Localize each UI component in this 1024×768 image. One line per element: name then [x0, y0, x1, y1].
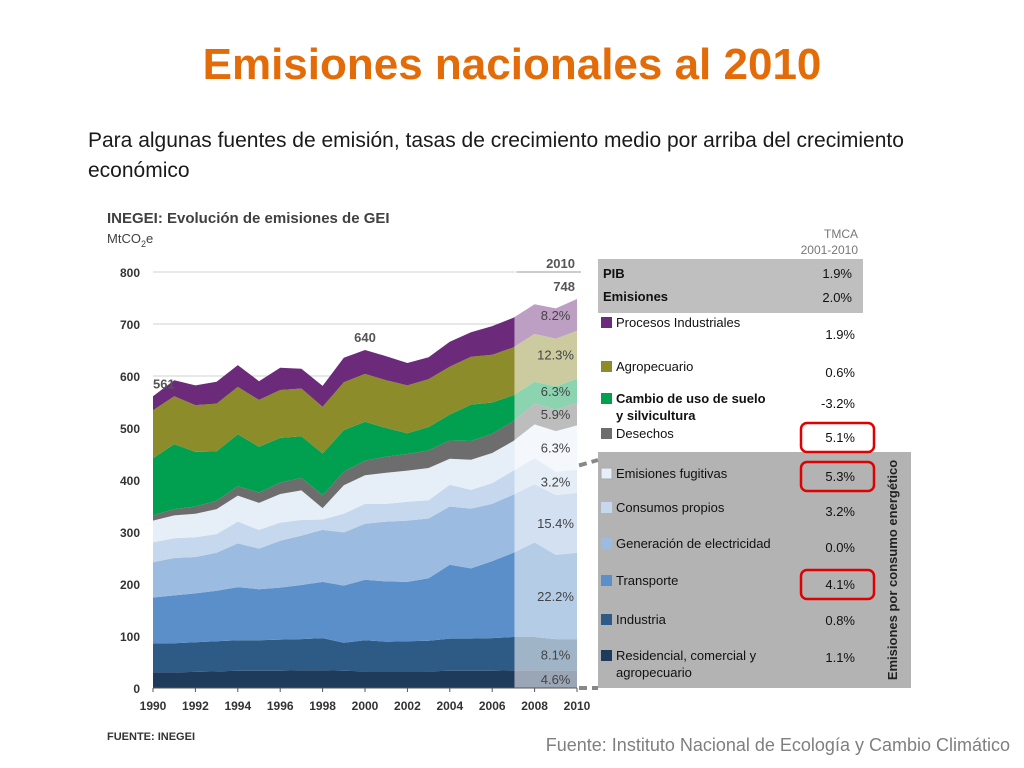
tmca-period: 2001-2010: [801, 243, 859, 257]
x-tick-label: 2000: [352, 699, 379, 713]
x-tick-label: 2010: [564, 699, 591, 713]
area-series-7: [153, 378, 577, 516]
legend-label-7: Transporte: [616, 573, 678, 588]
share-label-5: 6.3%: [541, 441, 571, 456]
area-series-5: [153, 424, 577, 543]
y-tick-label: 0: [133, 682, 140, 696]
share-label-6: 5.9%: [541, 407, 571, 422]
legend-label-6: Generación de electricidad: [616, 536, 771, 551]
x-tick-label: 2006: [479, 699, 506, 713]
legend-label-3: Desechos: [616, 426, 674, 441]
total-label-1: 640: [354, 330, 376, 345]
legend-value-8: 0.8%: [825, 613, 855, 628]
connector-top: [578, 458, 599, 468]
year-2010-label: 2010: [546, 256, 575, 271]
share-label-9: 8.2%: [541, 308, 571, 323]
slide-title: Emisiones nacionales al 2010: [202, 40, 822, 89]
y-tick-label: 800: [120, 266, 140, 280]
legend-swatch-7: [601, 575, 612, 586]
slide-source: Fuente: Instituto Nacional de Ecología y…: [545, 735, 1010, 755]
x-tick-label: 1990: [140, 699, 167, 713]
y-tick-label: 700: [120, 318, 140, 332]
legend-value-7: 4.1%: [825, 577, 855, 592]
legend-swatch-8: [601, 614, 612, 625]
area-series-2: [153, 542, 577, 644]
chart-title: INEGEI: Evolución de emisiones de GEI: [107, 210, 390, 227]
legend-value-4: 5.3%: [825, 469, 855, 484]
area-series-9: [153, 299, 577, 411]
highlight-box-3: [799, 421, 876, 454]
x-tick-label: 1992: [182, 699, 209, 713]
legend-swatch-4: [600, 467, 613, 480]
x-tick-label: 2002: [394, 699, 421, 713]
legend-label-0: Procesos Industriales: [616, 315, 741, 330]
legend-value-6: 0.0%: [825, 540, 855, 555]
x-tick-label: 1994: [224, 699, 251, 713]
share-label-3: 15.4%: [537, 516, 574, 531]
share-label-4: 3.2%: [541, 474, 571, 489]
area-series-3: [153, 484, 577, 598]
highlight-box-4: [799, 460, 876, 493]
pib-value: 1.9%: [822, 266, 852, 281]
legend-label-4: Emisiones fugitivas: [616, 466, 728, 481]
share-label-8: 12.3%: [537, 348, 574, 363]
x-tick-label: 2008: [521, 699, 548, 713]
emisiones-value: 2.0%: [822, 290, 852, 305]
legend-value-5: 3.2%: [825, 504, 855, 519]
legend-label-2: Cambio de uso de suelo y silvicultura: [616, 391, 766, 423]
y-tick-label: 200: [120, 578, 140, 592]
y-tick-label: 400: [120, 474, 140, 488]
legend-swatch-2: [601, 393, 612, 404]
energy-group-label: Emisiones por consumo energético: [885, 460, 900, 680]
area-series-8: [153, 330, 577, 459]
pib-label: PIB: [603, 266, 625, 281]
legend-label-8: Industria: [616, 612, 667, 627]
legend-swatch-5: [601, 502, 612, 513]
legend-value-0: 1.9%: [825, 327, 855, 342]
legend-swatch-1: [601, 361, 612, 372]
chart-unit: MtCO2e: [107, 231, 153, 249]
area-series-6: [153, 403, 577, 521]
legend-swatch-3: [601, 428, 612, 439]
legend-label-5: Consumos propios: [616, 500, 725, 515]
legend-value-2: -3.2%: [821, 396, 855, 411]
share-label-7: 6.3%: [541, 384, 571, 399]
legend-swatch-6: [601, 538, 612, 549]
area-series-1: [153, 637, 577, 673]
total-label-2: 748: [553, 279, 575, 294]
y-tick-label: 300: [120, 526, 140, 540]
legend-value-9: 1.1%: [825, 650, 855, 665]
x-tick-label: 1996: [267, 699, 294, 713]
x-tick-label: 2004: [436, 699, 463, 713]
total-label-0: 561: [153, 376, 175, 391]
y-tick-label: 500: [120, 422, 140, 436]
pib-box: [598, 259, 863, 313]
tmca-header: TMCA: [824, 227, 858, 241]
share-label-0: 4.6%: [541, 672, 571, 687]
legend-swatch-9: [601, 650, 612, 661]
highlight-box-7: [799, 568, 876, 601]
highlight-band: [514, 268, 577, 688]
area-series-0: [153, 670, 577, 688]
legend-value-3: 5.1%: [825, 430, 855, 445]
legend-label-1: Agropecuario: [616, 359, 693, 374]
legend-value-1: 0.6%: [825, 365, 855, 380]
slide-subtitle: Para algunas fuentes de emisión, tasas d…: [88, 129, 904, 182]
y-tick-label: 100: [120, 630, 140, 644]
legend-swatch-0: [601, 317, 612, 328]
x-tick-label: 1998: [309, 699, 336, 713]
y-tick-label: 600: [120, 370, 140, 384]
area-series-4: [153, 458, 577, 563]
emisiones-label: Emisiones: [603, 289, 668, 304]
chart-source: FUENTE: INEGEI: [107, 731, 195, 743]
legend-label-9: Residencial, comercial y agropecuario: [616, 648, 757, 680]
share-label-1: 8.1%: [541, 648, 571, 663]
share-label-2: 22.2%: [537, 589, 574, 604]
